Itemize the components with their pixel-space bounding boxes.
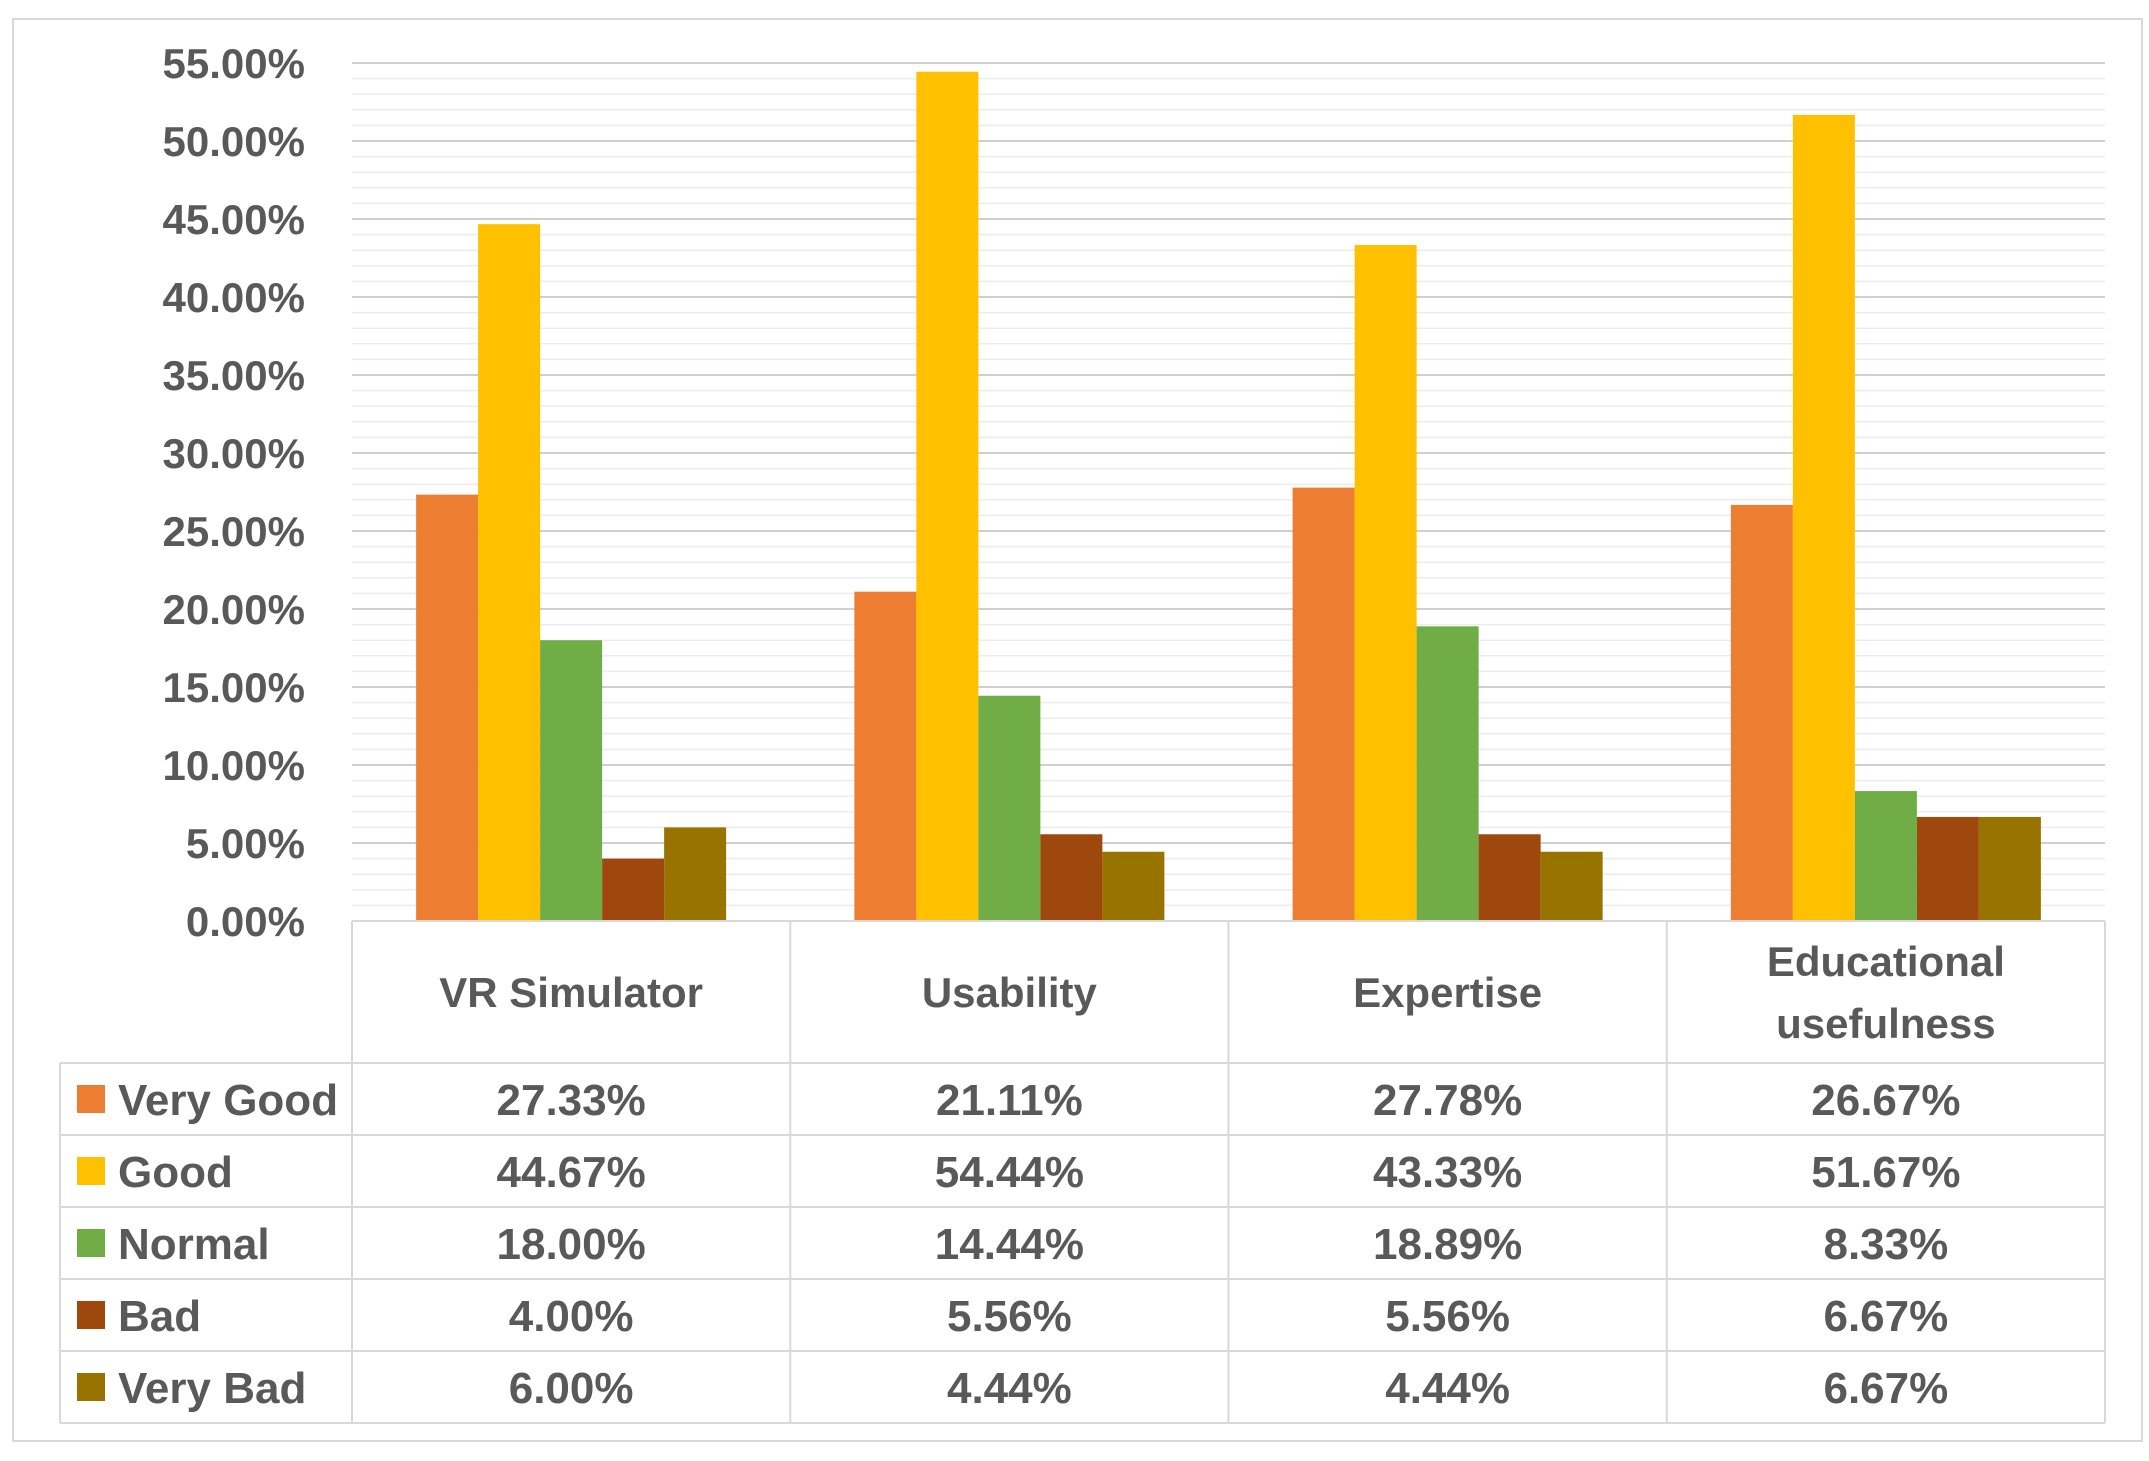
bar-good xyxy=(478,224,541,921)
bar-good xyxy=(1792,114,1855,921)
data-table-cell: 44.67% xyxy=(497,1148,646,1197)
bar-normal xyxy=(1854,791,1917,921)
data-table-cell: 8.33% xyxy=(1823,1220,1948,1269)
category-label: Expertise xyxy=(1353,969,1542,1016)
legend-label: Good xyxy=(118,1148,233,1197)
legend-label: Bad xyxy=(118,1292,201,1341)
bar-very-bad xyxy=(1540,851,1603,921)
data-table-cell: 6.67% xyxy=(1823,1364,1948,1413)
bar-very-good xyxy=(1292,487,1355,921)
bar-normal xyxy=(978,695,1041,921)
legend-key-very-good xyxy=(77,1085,105,1113)
y-tick-label: 40.00% xyxy=(163,274,305,321)
legend-key-bad xyxy=(77,1301,105,1329)
data-table-cell: 21.11% xyxy=(936,1076,1083,1125)
y-tick-label: 30.00% xyxy=(163,430,305,477)
legend-label: Very Good xyxy=(118,1076,338,1125)
data-table-cell: 5.56% xyxy=(947,1292,1072,1341)
data-table-cell: 4.44% xyxy=(1385,1364,1510,1413)
legend-key-very-bad xyxy=(77,1373,105,1401)
data-table-cell: 18.00% xyxy=(497,1220,646,1269)
data-table-cell: 4.00% xyxy=(509,1292,634,1341)
bar-very-good xyxy=(416,494,479,921)
data-table-cell: 5.56% xyxy=(1385,1292,1510,1341)
bar-bad xyxy=(602,858,665,921)
data-table-cell: 4.44% xyxy=(947,1364,1072,1413)
data-table-cell: 6.00% xyxy=(509,1364,634,1413)
y-tick-label: 20.00% xyxy=(163,586,305,633)
y-tick-label: 55.00% xyxy=(163,40,305,87)
data-table-cell: 54.44% xyxy=(935,1148,1084,1197)
data-table-cell: 14.44% xyxy=(935,1220,1084,1269)
data-table-cell: 27.33% xyxy=(497,1076,646,1125)
bar-bad xyxy=(1916,816,1979,921)
bar-very-bad xyxy=(1978,816,2041,921)
category-label: Educational usefulness xyxy=(1767,938,2005,1047)
legend-key-good xyxy=(77,1157,105,1185)
legend-label: Very Bad xyxy=(118,1364,306,1413)
y-tick-label: 0.00% xyxy=(186,898,305,945)
data-table-cell: 6.67% xyxy=(1823,1292,1948,1341)
bar-very-good xyxy=(854,591,917,921)
y-tick-label: 10.00% xyxy=(163,742,305,789)
bar-very-bad xyxy=(664,827,727,921)
bar-bad xyxy=(1478,834,1541,921)
category-label: VR Simulator xyxy=(439,969,703,1016)
y-tick-label: 25.00% xyxy=(163,508,305,555)
y-tick-label: 45.00% xyxy=(163,196,305,243)
data-table-cell: 43.33% xyxy=(1373,1148,1522,1197)
data-table-cell: 18.89% xyxy=(1373,1220,1522,1269)
legend-label: Normal xyxy=(118,1220,270,1269)
y-tick-label: 5.00% xyxy=(186,820,305,867)
y-tick-label: 35.00% xyxy=(163,352,305,399)
category-label: Usability xyxy=(922,969,1098,1016)
bar-very-bad xyxy=(1102,851,1165,921)
bar-normal xyxy=(1416,626,1479,921)
bar-good xyxy=(1354,245,1417,921)
data-table-cell: 27.78% xyxy=(1373,1076,1522,1125)
bar-good xyxy=(916,71,979,921)
data-table-cell: 26.67% xyxy=(1811,1076,1960,1125)
bar-very-good xyxy=(1730,504,1793,921)
bar-bad xyxy=(1040,834,1103,921)
y-tick-label: 50.00% xyxy=(163,118,305,165)
legend-key-normal xyxy=(77,1229,105,1257)
bar-normal xyxy=(540,640,603,921)
data-table-cell: 51.67% xyxy=(1811,1148,1960,1197)
y-tick-label: 15.00% xyxy=(163,664,305,711)
